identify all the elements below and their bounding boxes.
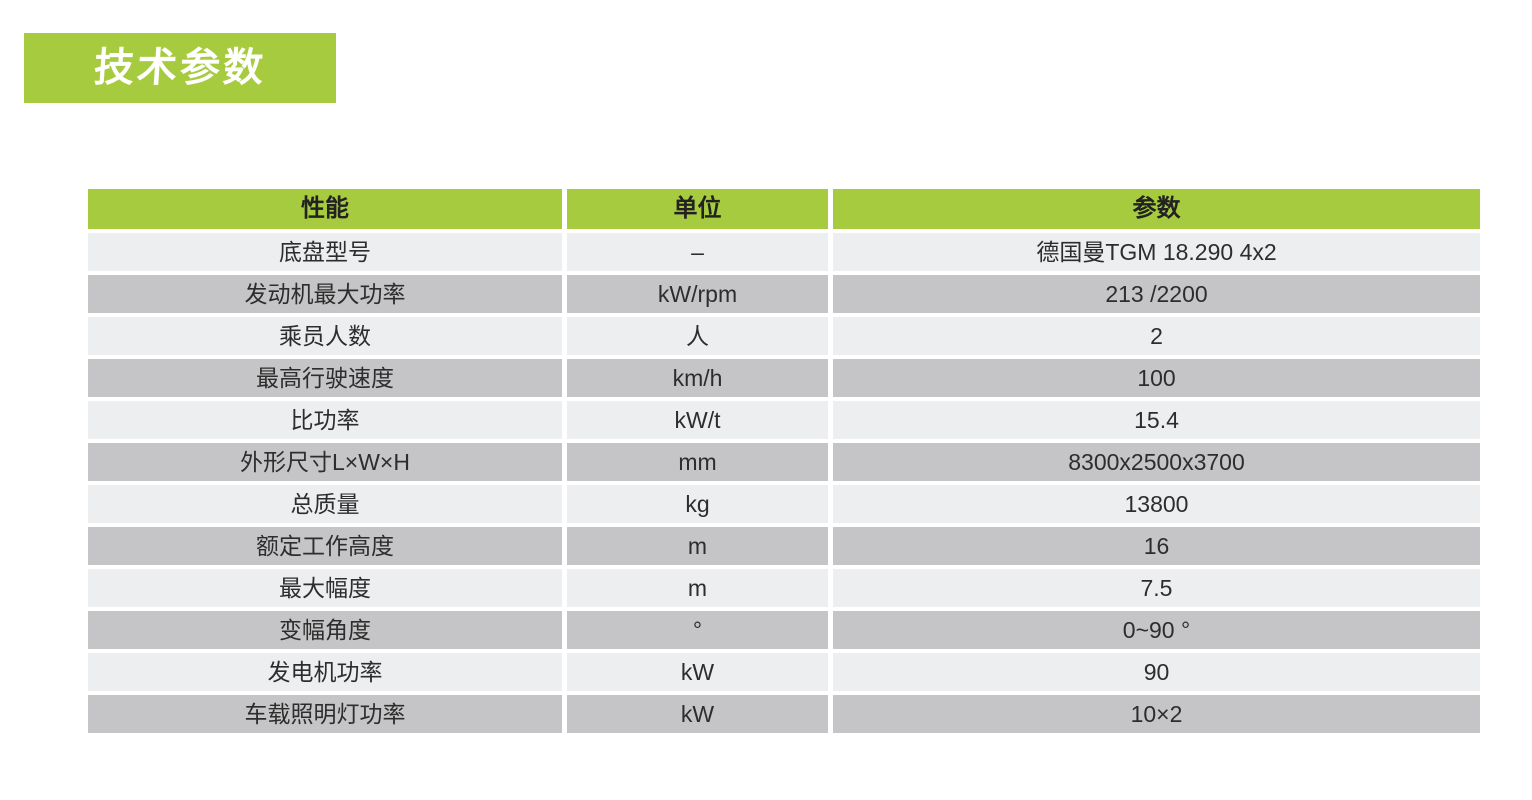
column-header-performance: 性能 bbox=[88, 189, 562, 229]
table-header-row: 性能 单位 参数 bbox=[88, 189, 1480, 229]
spec-label: 发电机功率 bbox=[88, 653, 562, 691]
spec-unit: 人 bbox=[567, 317, 828, 355]
spec-unit: kW/t bbox=[567, 401, 828, 439]
table-row-engine-max-power: 发动机最大功率 kW/rpm 213 /2200 bbox=[88, 275, 1480, 313]
spec-label: 外形尺寸L×W×H bbox=[88, 443, 562, 481]
spec-label: 底盘型号 bbox=[88, 233, 562, 271]
table-row-generator-power: 发电机功率 kW 90 bbox=[88, 653, 1480, 691]
spec-label: 额定工作高度 bbox=[88, 527, 562, 565]
spec-value: 100 bbox=[833, 359, 1480, 397]
spec-label: 比功率 bbox=[88, 401, 562, 439]
spec-unit: kg bbox=[567, 485, 828, 523]
column-header-parameter: 参数 bbox=[833, 189, 1480, 229]
table-row-gross-weight: 总质量 kg 13800 bbox=[88, 485, 1480, 523]
spec-unit: ° bbox=[567, 611, 828, 649]
spec-unit: mm bbox=[567, 443, 828, 481]
spec-label: 总质量 bbox=[88, 485, 562, 523]
spec-label: 变幅角度 bbox=[88, 611, 562, 649]
table-row-specific-power: 比功率 kW/t 15.4 bbox=[88, 401, 1480, 439]
section-title-badge: 技术参数 bbox=[24, 33, 336, 103]
spec-label: 发动机最大功率 bbox=[88, 275, 562, 313]
spec-unit: kW bbox=[567, 653, 828, 691]
spec-value: 90 bbox=[833, 653, 1480, 691]
spec-unit: – bbox=[567, 233, 828, 271]
spec-unit: kW bbox=[567, 695, 828, 733]
spec-value: 0~90 ° bbox=[833, 611, 1480, 649]
spec-unit: m bbox=[567, 569, 828, 607]
spec-unit: km/h bbox=[567, 359, 828, 397]
spec-value: 16 bbox=[833, 527, 1480, 565]
spec-value: 德国曼TGM 18.290 4x2 bbox=[833, 233, 1480, 271]
spec-unit: m bbox=[567, 527, 828, 565]
spec-value: 7.5 bbox=[833, 569, 1480, 607]
table-row-max-amplitude: 最大幅度 m 7.5 bbox=[88, 569, 1480, 607]
table-row-onboard-lighting-power: 车载照明灯功率 kW 10×2 bbox=[88, 695, 1480, 733]
spec-label: 车载照明灯功率 bbox=[88, 695, 562, 733]
spec-value: 2 bbox=[833, 317, 1480, 355]
table-row-max-speed: 最高行驶速度 km/h 100 bbox=[88, 359, 1480, 397]
table-row-dimensions: 外形尺寸L×W×H mm 8300x2500x3700 bbox=[88, 443, 1480, 481]
spec-unit: kW/rpm bbox=[567, 275, 828, 313]
column-header-unit: 单位 bbox=[567, 189, 828, 229]
spec-value: 213 /2200 bbox=[833, 275, 1480, 313]
spec-value: 8300x2500x3700 bbox=[833, 443, 1480, 481]
spec-label: 最大幅度 bbox=[88, 569, 562, 607]
table-row-rated-working-height: 额定工作高度 m 16 bbox=[88, 527, 1480, 565]
spec-value: 15.4 bbox=[833, 401, 1480, 439]
page-title: 技术参数 bbox=[92, 46, 268, 90]
table-row-chassis-model: 底盘型号 – 德国曼TGM 18.290 4x2 bbox=[88, 233, 1480, 271]
table-row-luffing-angle: 变幅角度 ° 0~90 ° bbox=[88, 611, 1480, 649]
spec-value: 13800 bbox=[833, 485, 1480, 523]
spec-label: 最高行驶速度 bbox=[88, 359, 562, 397]
spec-table: 性能 单位 参数 底盘型号 – 德国曼TGM 18.290 4x2 发动机最大功… bbox=[88, 189, 1480, 733]
table-row-crew-number: 乘员人数 人 2 bbox=[88, 317, 1480, 355]
spec-label: 乘员人数 bbox=[88, 317, 562, 355]
spec-value: 10×2 bbox=[833, 695, 1480, 733]
